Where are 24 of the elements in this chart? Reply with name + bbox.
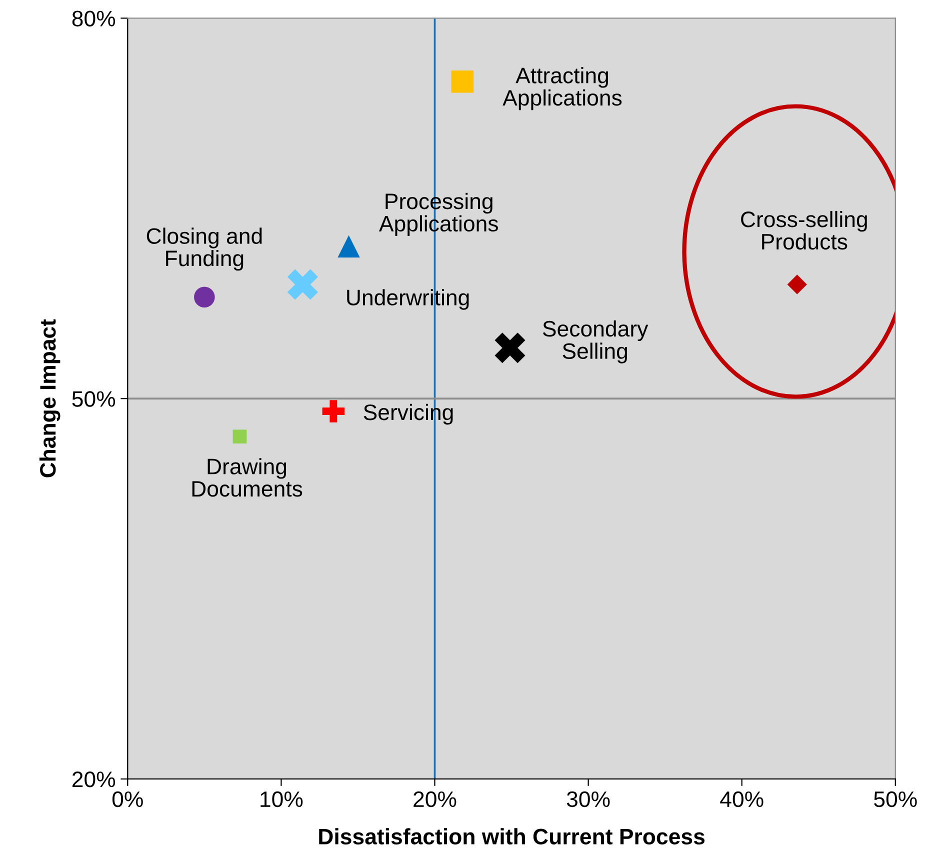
x-tick-label: 30% xyxy=(566,791,610,808)
x-tick-label: 10% xyxy=(260,791,303,808)
point xyxy=(451,70,474,93)
y-axis-title: Change Impact xyxy=(39,319,60,478)
point xyxy=(338,235,360,258)
y-tick-label: 20% xyxy=(72,772,116,788)
x-tick-label: 20% xyxy=(414,791,456,808)
point xyxy=(494,332,526,364)
series-label: Drawing Documents xyxy=(192,458,302,497)
x-tick-label: 40% xyxy=(720,791,764,808)
series-label: Attracting Applications xyxy=(502,67,622,110)
point xyxy=(194,286,215,308)
x-axis-title: Dissatisfaction with Current Process xyxy=(319,828,705,844)
y-tick-label: 80% xyxy=(72,10,116,26)
x-tick-label: 0% xyxy=(112,791,143,808)
series-label: Closing and Funding xyxy=(146,228,262,271)
point xyxy=(322,400,345,422)
text: Cross-selling Products xyxy=(741,210,867,250)
y-tick-label: 50% xyxy=(72,391,116,407)
point xyxy=(787,274,807,294)
point xyxy=(232,430,247,444)
series-label: Secondary Selling xyxy=(542,320,648,364)
point xyxy=(287,269,318,300)
x-tick-label: 50% xyxy=(874,791,917,808)
